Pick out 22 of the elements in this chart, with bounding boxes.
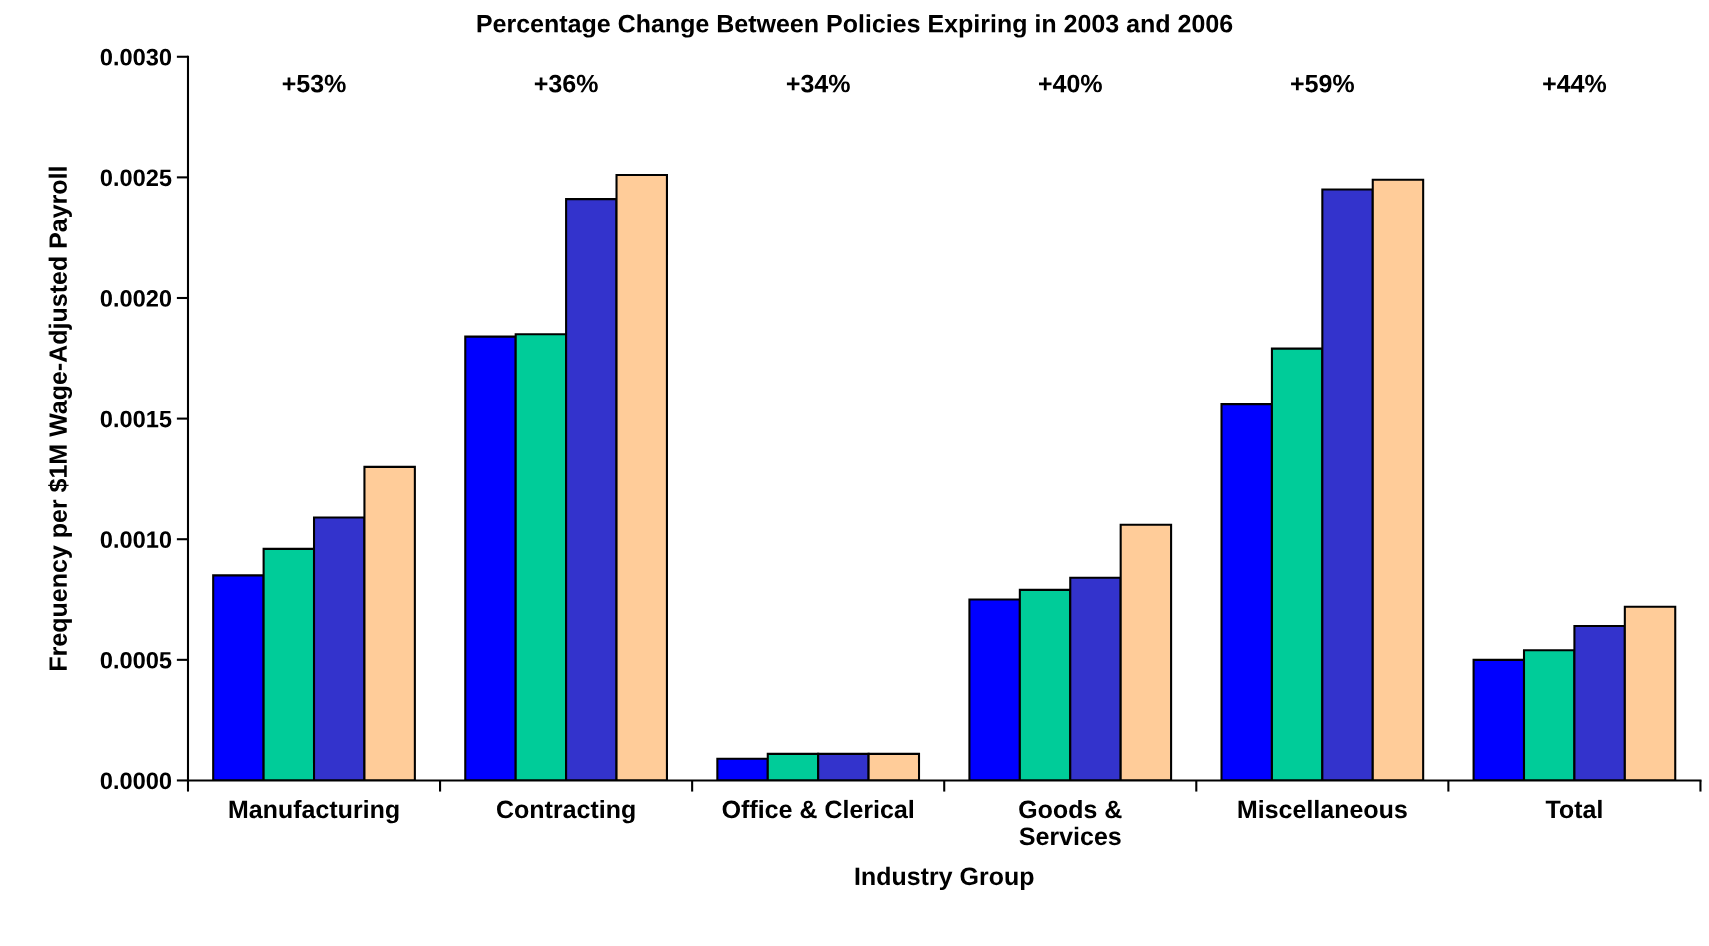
y-tick-label: 0.0030 (100, 48, 172, 66)
y-tick-label: 0.0015 (100, 410, 172, 428)
annotation: +36% (534, 74, 598, 93)
y-tick-label: 0.0025 (100, 169, 172, 187)
x-tick-label: Office & Clerical (722, 799, 913, 819)
y-tick-label: 0.0020 (100, 290, 172, 307)
annotation: +40% (1038, 74, 1102, 93)
x-tick-label: Manufacturing (229, 799, 399, 824)
annotation: +44% (1543, 74, 1607, 93)
y-axis-title: Frequency per $1M Wage-Adjusted Payroll (48, 167, 73, 670)
y-tick-label: 0.0000 (100, 772, 172, 790)
x-tick-label: Goods & Services (1019, 799, 1122, 846)
y-tick-label: 0.0005 (100, 651, 172, 669)
x-axis-title: Industry Group (855, 866, 1034, 891)
x-tick-label: Miscellaneous (1238, 799, 1407, 819)
x-tick-label: Contracting (497, 799, 635, 824)
annotation: +59% (1291, 74, 1354, 93)
chart-title: Percentage Change Between Policies Expiring in 2003 and 2006 (477, 14, 1233, 38)
annotation: +53% (282, 74, 346, 93)
x-tick-label: Total (1545, 799, 1602, 819)
y-tick-label: 0.0010 (100, 531, 172, 549)
annotation: +34% (786, 74, 850, 93)
